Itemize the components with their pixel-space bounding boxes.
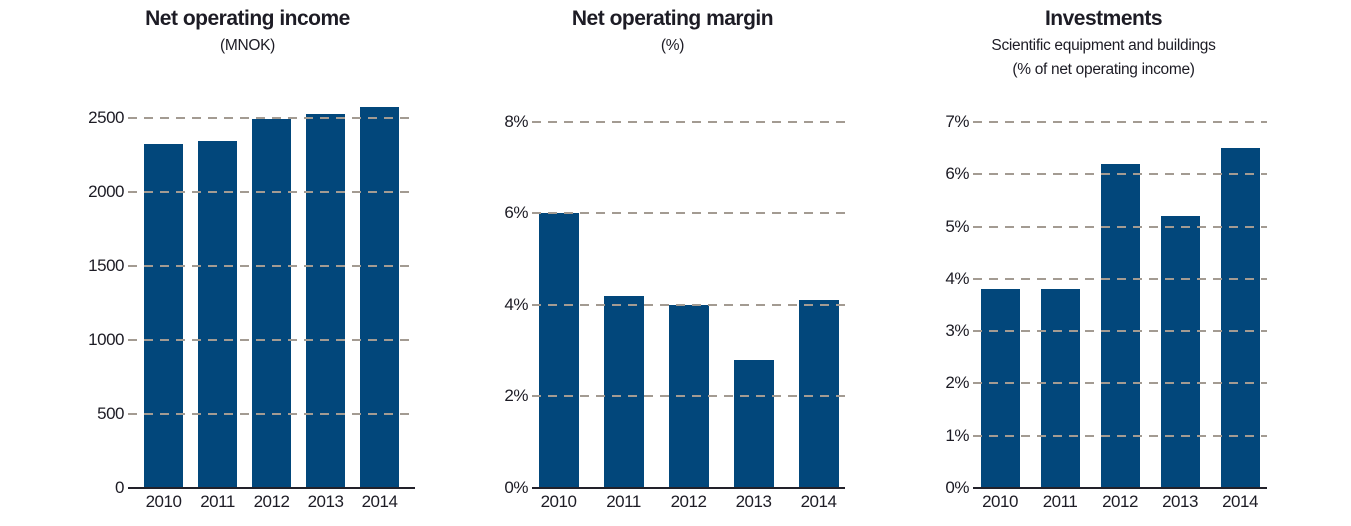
gridline-500 — [128, 412, 415, 415]
chart-header: Investments Scientific equipment and bui… — [935, 6, 1272, 82]
plot-area: 0 500 1000 1500 2000 2500 2010 2011 2012 2013 2014 — [88, 100, 415, 511]
chart-subtitle-line: (%) — [660, 37, 685, 54]
bar-2014 — [798, 300, 839, 488]
bar-2013 — [733, 359, 774, 488]
x-axis-tick-label: 2014 — [361, 492, 398, 511]
y-axis-tick-label: 5% — [945, 216, 969, 236]
chart-subtitle-line: (MNOK) — [219, 37, 276, 54]
plot-area: 0% 1% 2% 3% 4% 5% 6% 7% 2010 2011 2012 2013 2014 — [945, 101, 1267, 511]
chart-subtitle: Scientific equipment and buildings (% of … — [935, 34, 1272, 82]
x-axis-tick-label: 2012 — [253, 492, 290, 511]
x-axis-line — [973, 487, 1267, 489]
gridline-6pct — [973, 173, 1267, 176]
chart-title: Net operating margin — [571, 7, 774, 30]
y-axis-tick-label: 1500 — [88, 255, 124, 275]
gridline-2000 — [128, 190, 415, 193]
y-axis-tick-label: 8% — [504, 111, 528, 131]
gridline-1500 — [128, 264, 415, 267]
gridline-2500 — [128, 116, 415, 119]
x-axis-tick-label: 2011 — [606, 492, 641, 511]
x-axis-line — [532, 487, 845, 489]
x-axis-tick-label: 2012 — [1102, 492, 1138, 511]
x-axis-tick-label: 2013 — [735, 492, 772, 511]
x-axis-tick-label: 2014 — [1222, 492, 1258, 511]
y-axis-tick-label: 2% — [504, 386, 528, 406]
chart-title: Net operating income — [145, 7, 350, 30]
bar-2010 — [980, 289, 1020, 488]
chart-subtitle-line: (% of net operating income) — [1012, 61, 1195, 78]
x-axis-tick-label: 2012 — [670, 492, 707, 511]
x-axis-tick-label: 2013 — [307, 492, 344, 511]
plot-area: 0% 2% 4% 6% 8% 2010 2011 2012 2013 2014 — [504, 99, 845, 511]
chart-header: Net operating income (MNOK) — [75, 6, 420, 58]
gridline-2pct — [532, 395, 845, 398]
bar-2010 — [538, 213, 579, 488]
chart-subtitle: (MNOK) — [75, 34, 420, 58]
bar-2011 — [198, 141, 237, 488]
y-axis-tick-label: 3% — [945, 321, 969, 341]
chart-header: Net operating margin (%) — [495, 6, 850, 58]
chart-subtitle: (%) — [495, 34, 850, 58]
x-axis-tick-label: 2011 — [200, 492, 235, 511]
gridline-4pct — [532, 303, 845, 306]
y-axis-tick-label: 1000 — [88, 329, 124, 349]
y-axis-tick-label: 2% — [945, 373, 969, 393]
x-axis-tick-label: 2010 — [982, 492, 1018, 511]
y-axis-tick-label: 2500 — [88, 107, 124, 127]
gridline-8pct — [532, 120, 845, 123]
chart-net-operating-margin: Net operating margin (%) 0% 2% 4% 6% 8% 2010 2… — [495, 0, 850, 526]
x-axis-tick-label: 2011 — [1042, 492, 1078, 511]
x-axis-tick-label: 2013 — [1162, 492, 1198, 511]
y-axis-tick-label: 500 — [97, 403, 124, 423]
bar-2013 — [306, 114, 345, 488]
gridline-4pct — [973, 277, 1267, 280]
bar-2011 — [1040, 289, 1080, 488]
gridline-7pct — [973, 120, 1267, 123]
gridline-1pct — [973, 434, 1267, 437]
y-axis-tick-label: 4% — [945, 268, 969, 288]
y-axis-tick-label: 0% — [504, 478, 528, 497]
x-axis-tick-label: 2014 — [800, 492, 837, 511]
chart-investments: Investments Scientific equipment and bui… — [935, 0, 1272, 526]
x-axis-line — [128, 487, 415, 489]
gridline-3pct — [973, 330, 1267, 333]
y-axis-tick-label: 7% — [945, 111, 969, 131]
y-axis-tick-label: 4% — [504, 294, 528, 314]
y-axis-tick-label: 0 — [115, 478, 124, 497]
bar-2010 — [144, 143, 183, 488]
bar-2012 — [252, 119, 291, 488]
y-axis-tick-label: 6% — [945, 164, 969, 184]
gridline-1000 — [128, 338, 415, 341]
y-axis-tick-label: 1% — [945, 425, 969, 445]
x-axis-tick-label: 2010 — [145, 492, 182, 511]
bar-2013 — [1160, 216, 1200, 488]
bar-2011 — [603, 295, 644, 488]
bar-2012 — [1100, 163, 1140, 488]
chart-net-operating-income: Net operating income (MNOK) 0 500 1000 1500… — [75, 0, 420, 526]
gridline-6pct — [532, 212, 845, 215]
chart-title: Investments — [1044, 7, 1163, 30]
x-axis-tick-label: 2010 — [540, 492, 577, 511]
y-axis-tick-label: 6% — [504, 203, 528, 223]
chart-subtitle-line: Scientific equipment and buildings — [991, 37, 1216, 54]
gridline-2pct — [973, 382, 1267, 385]
bar-2014 — [360, 106, 399, 488]
bar-2014 — [1220, 148, 1260, 488]
gridline-5pct — [973, 225, 1267, 228]
y-axis-tick-label: 2000 — [88, 181, 124, 201]
y-axis-tick-label: 0% — [945, 478, 969, 497]
